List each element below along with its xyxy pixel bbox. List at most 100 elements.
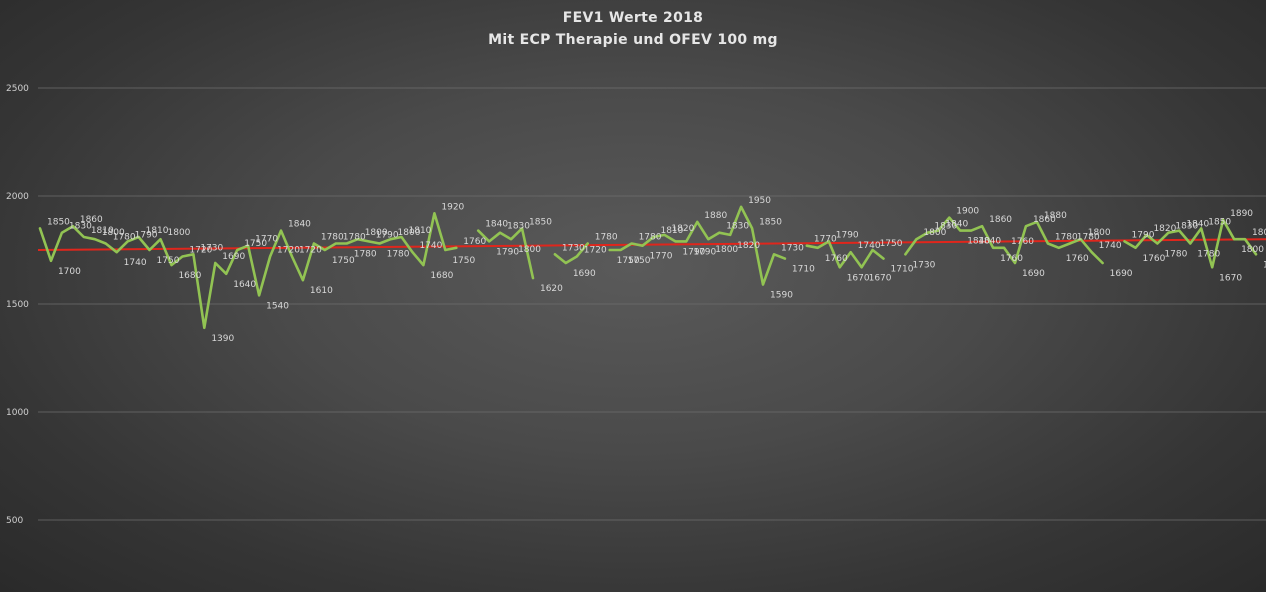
data-label: 1770 (255, 235, 278, 245)
data-label: 1730 (781, 243, 804, 253)
data-label: 1850 (759, 217, 782, 227)
data-label: 1900 (956, 207, 979, 217)
data-label: 1750 (880, 239, 903, 249)
data-label: 1750 (617, 256, 640, 266)
data-label: 1800 (398, 228, 421, 238)
data-label: 1800 (102, 228, 125, 238)
data-label: 1610 (310, 286, 333, 296)
data-label: 1690 (573, 269, 596, 279)
data-label: 1800 (1088, 228, 1111, 238)
series-line-segment (904, 216, 1104, 265)
data-label: 1860 (1033, 215, 1056, 225)
data-label: 1840 (978, 237, 1001, 247)
data-label: 1590 (770, 291, 793, 301)
data-label: 1670 (869, 273, 892, 283)
data-label: 1780 (387, 250, 410, 260)
data-label: 1750 (157, 256, 180, 266)
series-line-segment (1123, 218, 1258, 269)
data-label: 1850 (1208, 217, 1231, 227)
data-label: 1620 (540, 284, 563, 294)
data-label: 1760 (1000, 254, 1023, 264)
data-label: 1840 (945, 220, 968, 230)
data-label: 1800 (715, 245, 738, 255)
data-label: 1780 (1197, 250, 1220, 260)
data-label: 1800 (365, 228, 388, 238)
data-label: 1720 (584, 245, 607, 255)
data-label: 1790 (836, 230, 859, 240)
data-label: 1830 (1175, 222, 1198, 232)
data-label: 1810 (409, 226, 432, 236)
data-label: 1790 (693, 247, 716, 257)
data-label: 1640 (233, 280, 256, 290)
data-label: 1880 (704, 211, 727, 221)
data-label: 1750 (452, 256, 475, 266)
data-label: 1710 (891, 265, 914, 275)
data-label: 1760 (1011, 237, 1034, 247)
data-label: 1780 (1164, 250, 1187, 260)
y-tick-label: 1500 (6, 300, 29, 310)
data-label: 1740 (419, 241, 442, 251)
data-label: 1760 (1142, 254, 1165, 264)
chart-subtitle: Mit ECP Therapie und OFEV 100 mg (488, 32, 778, 48)
data-label: 1680 (178, 271, 201, 281)
data-label: 1770 (650, 252, 673, 262)
data-label: 1810 (660, 226, 683, 236)
data-label: 1790 (376, 230, 399, 240)
data-label: 1710 (792, 265, 815, 275)
series-line-segment (608, 205, 787, 286)
data-label: 1720 (277, 245, 300, 255)
data-label: 1780 (1055, 233, 1078, 243)
data-label: 1830 (934, 222, 957, 232)
data-label: 1760 (1066, 254, 1089, 264)
data-label: 1730 (562, 243, 585, 253)
data-label: 1730 (912, 260, 935, 270)
data-label: 1720 (189, 245, 212, 255)
data-label: 1760 (463, 237, 486, 247)
y-tick-label: 2500 (6, 84, 29, 94)
data-label: 1750 (332, 256, 355, 266)
data-label: 1790 (135, 230, 158, 240)
data-label: 1740 (858, 241, 881, 251)
data-label: 1390 (211, 334, 234, 344)
data-label: 1690 (1022, 269, 1045, 279)
data-label: 1860 (989, 215, 1012, 225)
data-label: 1720 (299, 245, 322, 255)
data-label: 1800 (518, 245, 541, 255)
data-label: 1750 (628, 256, 651, 266)
data-label: 1840 (288, 220, 311, 230)
y-tick-label: 1000 (6, 408, 29, 418)
data-label: 1840 (1186, 220, 1209, 230)
data-label: 1780 (343, 233, 366, 243)
series-line-segment (805, 240, 885, 269)
data-label: 1800 (923, 228, 946, 238)
data-label: 1830 (507, 222, 530, 232)
data-label: 1790 (1132, 230, 1155, 240)
data-label: 1850 (47, 217, 70, 227)
data-label: 1820 (1153, 224, 1176, 234)
data-label: 1780 (113, 233, 136, 243)
data-label: 1750 (244, 239, 267, 249)
data-label: 1740 (1099, 241, 1122, 251)
data-label: 1820 (737, 241, 760, 251)
data-label: 1890 (1230, 209, 1253, 219)
data-label: 1800 (1252, 228, 1266, 238)
data-label: 1850 (529, 217, 552, 227)
series-line-segment (38, 212, 458, 330)
data-label: 1840 (967, 237, 990, 247)
data-label: 1690 (222, 252, 245, 262)
data-label: 1920 (441, 202, 464, 212)
data-label: 1820 (671, 224, 694, 234)
y-tick-label: 500 (6, 516, 23, 526)
series-line-segment (553, 242, 590, 265)
data-label: 1810 (91, 226, 114, 236)
data-label: 1680 (430, 271, 453, 281)
data-label: 1670 (847, 273, 870, 283)
data-label: 1810 (146, 226, 169, 236)
data-label: 1770 (814, 235, 837, 245)
data-label: 1840 (485, 220, 508, 230)
data-label: 1800 (1241, 245, 1264, 255)
data-label: 1740 (124, 258, 147, 268)
data-label: 1670 (1219, 273, 1242, 283)
